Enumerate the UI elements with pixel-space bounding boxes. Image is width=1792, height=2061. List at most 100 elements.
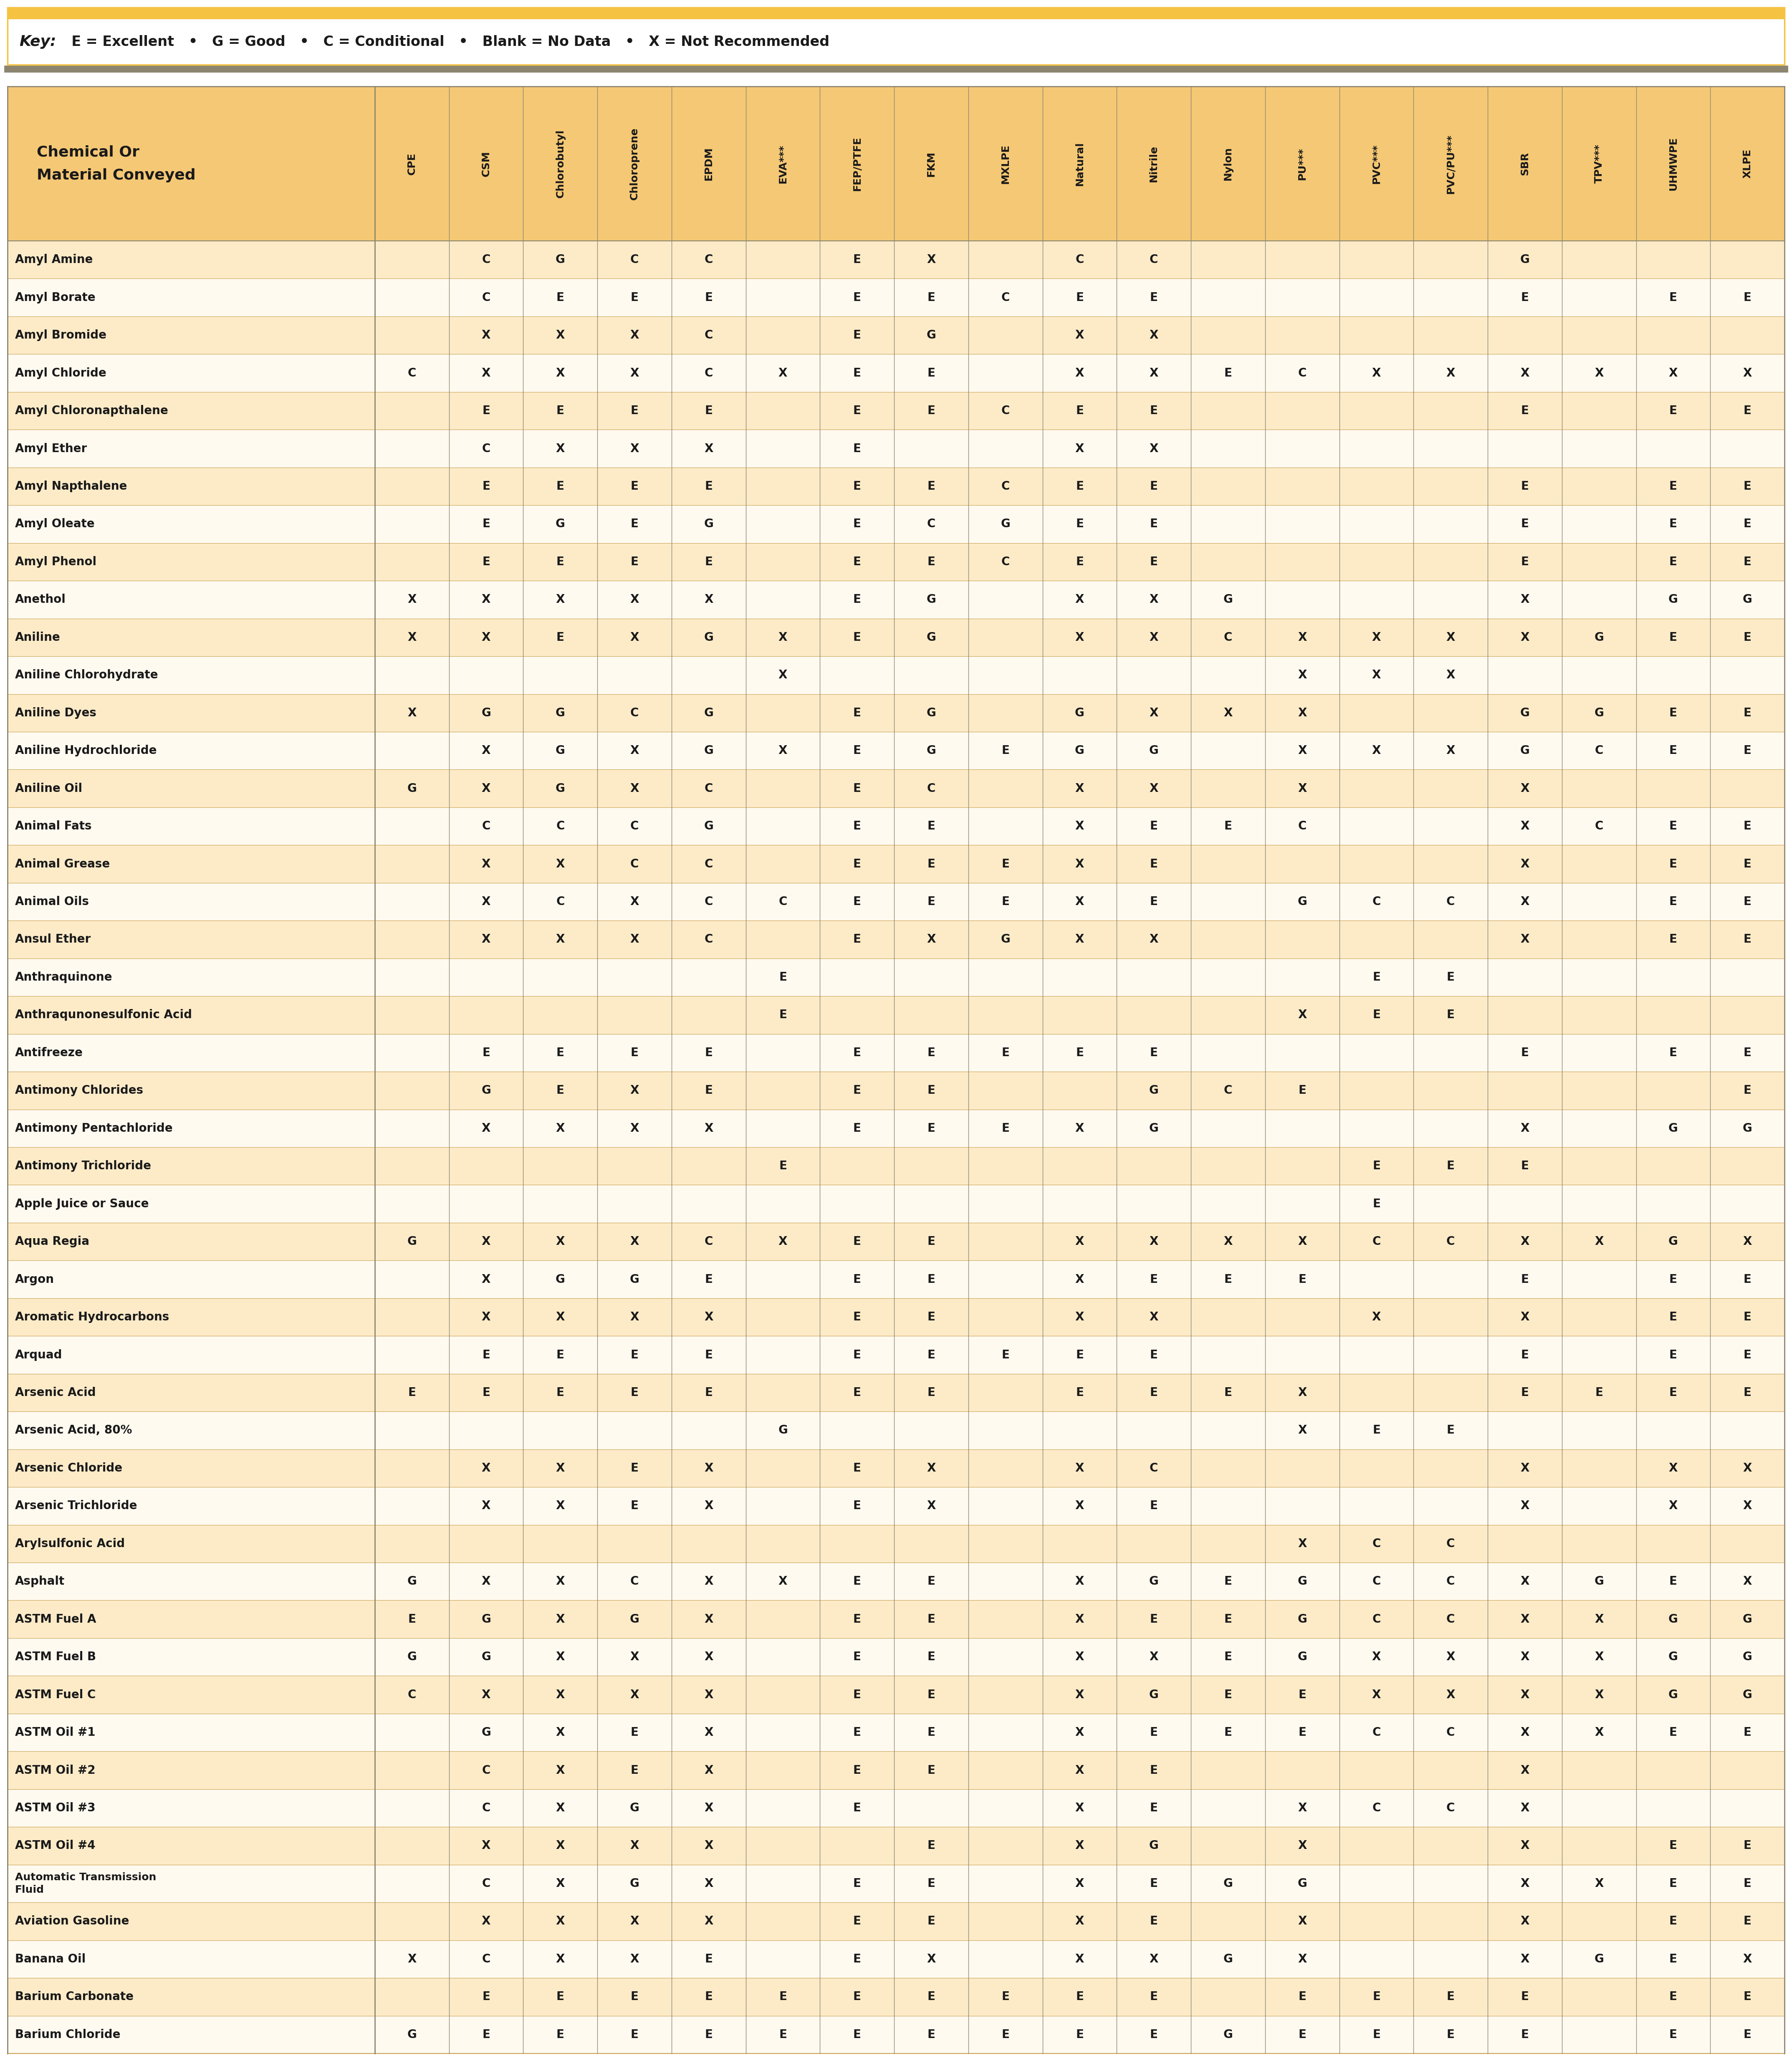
Text: Amyl Chloronapthalene: Amyl Chloronapthalene <box>14 404 168 416</box>
Text: E: E <box>556 1350 564 1360</box>
Text: E: E <box>482 517 489 530</box>
Text: X: X <box>1149 594 1158 606</box>
Text: E: E <box>853 1801 860 1814</box>
Text: E: E <box>1002 1047 1009 1059</box>
Text: X: X <box>631 631 640 643</box>
Text: E: E <box>704 1084 713 1096</box>
Text: C: C <box>482 1878 491 1890</box>
Text: E: E <box>1297 2028 1306 2040</box>
Text: E: E <box>926 1047 935 1059</box>
Text: E: E <box>926 897 935 907</box>
Text: E: E <box>853 1084 860 1096</box>
Text: G: G <box>778 1424 788 1437</box>
Text: X: X <box>1520 1123 1529 1134</box>
Text: E: E <box>704 1350 713 1360</box>
Text: E: E <box>853 330 860 342</box>
Text: E: E <box>853 1274 860 1286</box>
Text: E: E <box>926 1274 935 1286</box>
Text: E: E <box>631 2028 638 2040</box>
Text: Antimony Pentachloride: Antimony Pentachloride <box>14 1123 172 1134</box>
Text: G: G <box>704 744 713 756</box>
Text: Amyl Napthalene: Amyl Napthalene <box>14 480 127 493</box>
Text: X: X <box>1373 1651 1382 1663</box>
Text: E: E <box>1744 2028 1751 2040</box>
Text: E: E <box>1670 707 1677 719</box>
Text: G: G <box>1742 1651 1753 1663</box>
Text: X: X <box>1297 670 1306 680</box>
Text: E: E <box>853 594 860 606</box>
Text: X: X <box>556 594 564 606</box>
Bar <box>7 995 1785 1035</box>
Text: E: E <box>1744 480 1751 493</box>
Text: X: X <box>631 1123 640 1134</box>
Text: C: C <box>926 783 935 793</box>
Text: Animal Grease: Animal Grease <box>14 857 109 870</box>
Text: E: E <box>1446 971 1455 983</box>
Text: E: E <box>704 404 713 416</box>
Text: X: X <box>556 330 564 342</box>
Text: G: G <box>482 1084 491 1096</box>
Text: E: E <box>853 556 860 567</box>
Text: C: C <box>1446 1575 1455 1587</box>
Text: G: G <box>1595 707 1604 719</box>
Text: E: E <box>1670 1575 1677 1587</box>
Text: E: E <box>1744 404 1751 416</box>
Text: X: X <box>1297 631 1306 643</box>
Text: X: X <box>704 1575 713 1587</box>
Text: X: X <box>704 1878 713 1890</box>
Text: X: X <box>926 254 935 266</box>
Text: X: X <box>631 1915 640 1927</box>
Text: E: E <box>556 293 564 303</box>
Text: SBR: SBR <box>1520 153 1530 175</box>
Text: E: E <box>853 517 860 530</box>
Text: X: X <box>482 594 491 606</box>
Text: E: E <box>1224 1274 1231 1286</box>
Text: E: E <box>1150 1991 1158 2003</box>
Text: E: E <box>1744 744 1751 756</box>
Text: E: E <box>556 480 564 493</box>
Text: G: G <box>926 744 935 756</box>
Text: G: G <box>1742 1123 1753 1134</box>
Text: G: G <box>704 707 713 719</box>
Text: E: E <box>1224 1614 1231 1624</box>
Text: X: X <box>1075 1274 1084 1286</box>
Text: Argon: Argon <box>14 1274 54 1286</box>
Text: Aniline Chlorohydrate: Aniline Chlorohydrate <box>14 670 158 680</box>
Text: E: E <box>1670 517 1677 530</box>
Text: E: E <box>1224 820 1231 833</box>
Text: X: X <box>1297 1387 1306 1399</box>
Text: E: E <box>1224 1688 1231 1700</box>
Text: E: E <box>853 1123 860 1134</box>
Text: C: C <box>780 897 787 907</box>
Text: ASTM Oil #4: ASTM Oil #4 <box>14 1840 95 1851</box>
Bar <box>7 1676 1785 1713</box>
Bar <box>7 655 1785 695</box>
Text: X: X <box>1520 367 1529 379</box>
Text: X: X <box>631 594 640 606</box>
Text: E: E <box>1150 897 1158 907</box>
Bar <box>7 1752 1785 1789</box>
Text: C: C <box>1373 1538 1380 1550</box>
Text: X: X <box>482 367 491 379</box>
Text: E: E <box>556 631 564 643</box>
Text: X: X <box>704 1915 713 1927</box>
Text: X: X <box>556 1614 564 1624</box>
Text: X: X <box>631 934 640 946</box>
Text: Anthraquinone: Anthraquinone <box>14 971 113 983</box>
Text: E: E <box>1150 2028 1158 2040</box>
Text: X: X <box>1520 1727 1529 1737</box>
Text: ASTM Oil #2: ASTM Oil #2 <box>14 1764 95 1777</box>
Text: C: C <box>1446 1237 1455 1247</box>
Text: X: X <box>482 1840 491 1851</box>
Text: Natural: Natural <box>1075 142 1084 185</box>
Text: G: G <box>1149 1840 1159 1851</box>
Text: C: C <box>631 857 638 870</box>
Text: X: X <box>1744 1575 1753 1587</box>
Text: E: E <box>1075 293 1084 303</box>
Text: X: X <box>704 1614 713 1624</box>
Text: X: X <box>482 1500 491 1513</box>
Text: X: X <box>407 1954 416 1964</box>
Text: X: X <box>1520 1463 1529 1474</box>
Text: X: X <box>1520 1915 1529 1927</box>
Text: E: E <box>1670 2028 1677 2040</box>
